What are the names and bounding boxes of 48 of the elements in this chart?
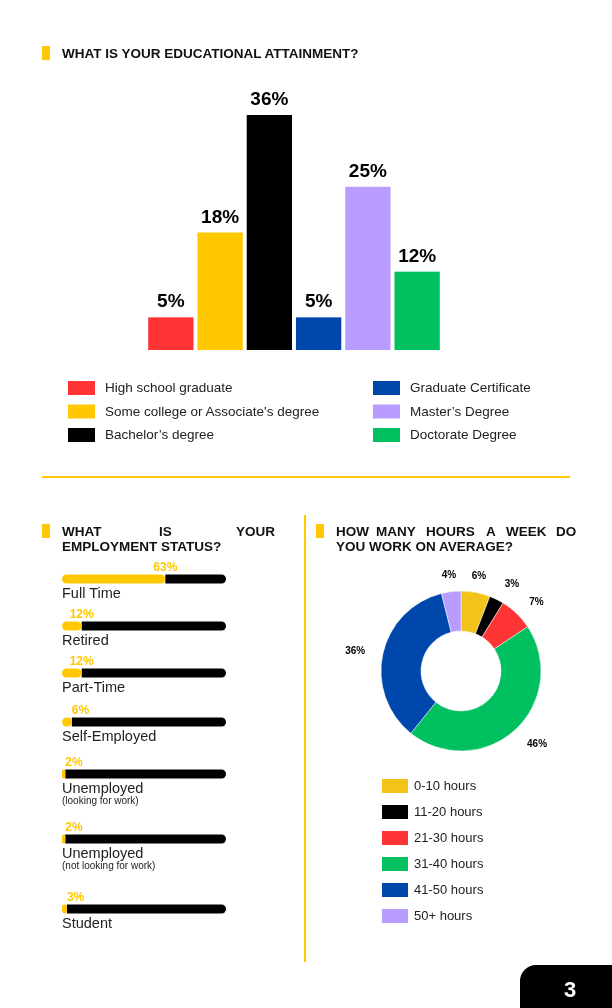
data-label: 2% [65,755,83,769]
legend-label: Bachelor’s degree [105,427,215,442]
legend-label: 0-10 hours [414,778,477,793]
bar [197,232,243,350]
data-label: 3% [66,890,85,904]
data-label: 18% [201,205,240,227]
data-label: 12% [398,244,437,266]
y-tick-label: Student [62,915,112,931]
data-label: 4% [441,568,457,580]
legend-label: 31-40 hours [414,856,484,871]
chart-title: WHAT IS YOUR EMPLOYMENT STATUS? [62,524,276,554]
data-label: 6% [71,703,90,717]
bar [345,186,391,350]
bar [148,317,194,350]
bar [295,317,342,350]
y-tick-label: Unemployed (looking for work) [62,780,144,806]
y-tick-label: Full Time [62,585,121,601]
legend-label: Graduate Certificate [410,380,531,395]
text: 3 [563,977,577,1002]
data-label: 46% [527,738,548,750]
data-label: 12% [69,654,95,668]
data-label: 12% [69,607,95,621]
legend-label: 41-50 hours [414,882,484,897]
data-label: 36% [250,88,289,109]
data-label: 6% [471,569,487,581]
y-tick-label: Part-Time [62,679,126,695]
y-tick-label: Retired [62,632,109,648]
chart-title: WHAT IS YOUR EDUCATIONAL ATTAINMENT? [62,46,359,61]
data-label: 2% [65,820,83,834]
data-label: 25% [348,159,387,181]
bar [394,271,440,350]
data-label: 3% [504,578,520,590]
data-label: 5% [157,290,185,312]
chart-title: HOW MANY HOURS A WEEK DO YOU WORK ON AVERAGE? [336,524,577,554]
data-label: 36% [345,645,366,657]
legend-label: Doctorate Degree [410,427,517,442]
data-label: 5% [304,290,333,312]
legend-label: Some college or Associate's degree [105,403,320,419]
legend-label: 50+ hours [414,908,473,923]
data-label: 7% [529,595,544,607]
legend-label: 21-30 hours [414,830,484,845]
y-tick-label: Self-Employed [62,728,157,744]
legend-label: Master’s Degree [410,403,510,419]
legend-label: 11-20 hours [414,804,483,819]
y-tick-label: Unemployed (not looking for work) [62,845,156,871]
legend-label: High school graduate [105,380,233,395]
data-label: 63% [153,560,178,574]
bar [246,115,293,350]
